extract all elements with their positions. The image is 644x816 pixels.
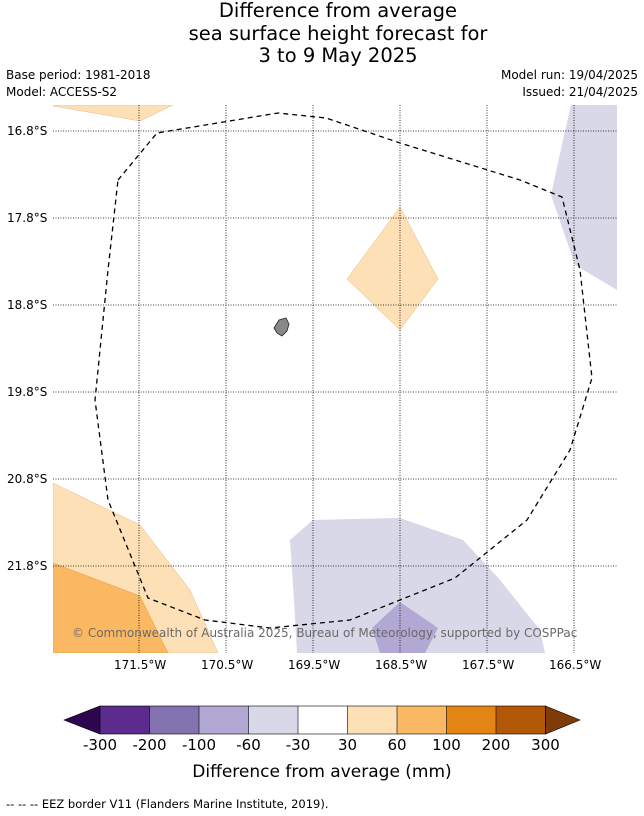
lat-label-3: 18.8°S — [7, 298, 48, 312]
model-name: Model: ACCESS-S2 — [6, 85, 118, 99]
anomaly-region-neg-30-east — [551, 105, 617, 290]
footer-eez-note: -- -- -- EEZ border V11 (Flanders Marine… — [6, 797, 329, 811]
colorbar-tick-7: 60 — [387, 736, 407, 754]
lat-label-4: 19.8°S — [7, 385, 48, 399]
anomaly-region-pos-30-northwest — [53, 105, 174, 122]
lon-label-2: 170.5°W — [201, 658, 254, 672]
colorbar-bin-9 — [496, 706, 546, 734]
issued-date: Issued: 21/04/2025 — [522, 85, 638, 99]
colorbar-tick-2: -200 — [132, 736, 167, 754]
anomaly-region-neg-30-south — [290, 518, 545, 653]
colorbar-bin-5 — [298, 706, 348, 734]
colorbar-bin-2 — [149, 706, 199, 734]
lon-label-6: 166.5°W — [549, 658, 602, 672]
meta-right: Model run: 19/04/2025 Issued: 21/04/2025 — [501, 67, 638, 101]
lon-label-1: 171.5°W — [114, 658, 167, 672]
lon-label-5: 167.5°W — [462, 658, 515, 672]
model-run: Model run: 19/04/2025 — [500, 68, 638, 82]
title-line-3: 3 to 9 May 2025 — [258, 44, 418, 67]
colorbar-tick-5: -30 — [285, 736, 311, 754]
colorbar-bin-1 — [100, 706, 150, 734]
colorbar-extend-low — [63, 705, 101, 735]
colorbar-bin-4 — [248, 706, 298, 734]
colorbar-bin-3 — [199, 706, 249, 734]
title-line-2: sea surface height forecast for — [188, 21, 488, 45]
graticule — [53, 105, 617, 653]
title-line-1: Difference from average — [218, 0, 458, 22]
anomaly-region-neg-60-south — [372, 602, 438, 653]
colorbar-tick-1: -300 — [82, 736, 118, 754]
map-content — [53, 105, 617, 653]
lat-label-5: 20.8°S — [7, 472, 48, 486]
colorbar — [63, 705, 581, 735]
map-panel — [53, 105, 617, 653]
colorbar-bin-8 — [446, 706, 496, 734]
colorbar-tick-10: 300 — [531, 736, 560, 754]
colorbar-tick-3: -100 — [181, 736, 217, 754]
lat-label-1: 16.8°S — [7, 124, 48, 138]
base-period: Base period: 1981-2018 — [6, 68, 151, 82]
lat-label-2: 17.8°S — [7, 211, 48, 225]
map-title: Difference from average sea surface heig… — [0, 0, 644, 68]
eez-border — [94, 112, 593, 629]
colorbar-bin-6 — [347, 706, 397, 734]
colorbar-tick-4: -60 — [236, 736, 261, 754]
lon-label-4: 168.5°W — [375, 658, 428, 672]
colorbar-extend-high — [545, 705, 581, 735]
meta-left: Base period: 1981-2018 Model: ACCESS-S2 — [6, 67, 151, 101]
colorbar-dividers — [99, 705, 546, 735]
lon-label-3: 169.5°W — [288, 658, 341, 672]
colorbar-tick-9: 200 — [481, 736, 511, 754]
copyright-credit: © Commonwealth of Australia 2025, Bureau… — [72, 626, 578, 640]
lat-label-6: 21.8°S — [7, 559, 48, 573]
colorbar-label: Difference from average (mm) — [192, 762, 452, 782]
island-landmass — [273, 317, 290, 337]
colorbar-tick-6: 30 — [337, 736, 358, 754]
colorbar-tick-8: 100 — [432, 736, 461, 754]
anomaly-region-pos-30-center — [346, 206, 439, 331]
colorbar-bin-7 — [397, 706, 447, 734]
